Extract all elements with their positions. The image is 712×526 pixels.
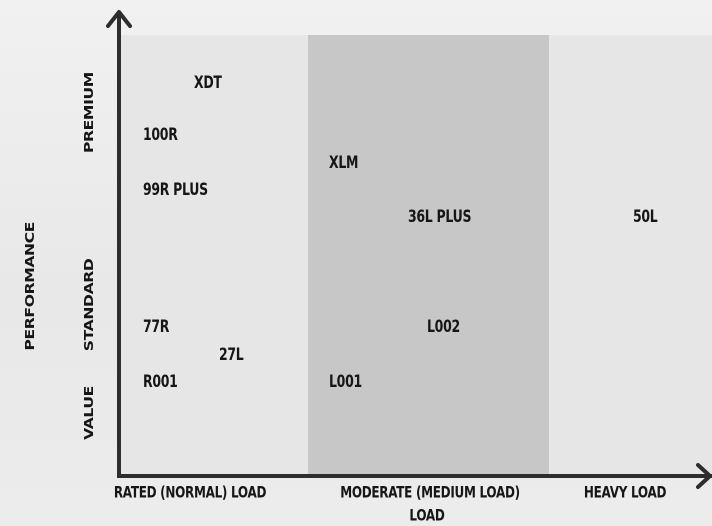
y-axis-line bbox=[117, 14, 121, 478]
y-level-value: VALUE bbox=[82, 386, 96, 440]
product-label-xdt: XDT bbox=[194, 72, 222, 93]
x-axis-title: LOAD bbox=[409, 506, 445, 525]
x-level-moderate: MODERATE (MEDIUM LOAD) bbox=[340, 483, 520, 502]
product-label-27l: 27L bbox=[219, 344, 244, 365]
rated-load-panel bbox=[121, 35, 308, 474]
y-axis-arrow-icon bbox=[106, 10, 132, 28]
product-label-100r: 100R bbox=[143, 124, 178, 145]
product-label-77r: 77R bbox=[143, 316, 170, 337]
product-label-99r-plus: 99R PLUS bbox=[143, 179, 208, 200]
product-label-l002: L002 bbox=[427, 316, 460, 337]
y-axis-title: PERFORMANCE bbox=[23, 221, 37, 351]
moderate-load-panel bbox=[308, 35, 549, 474]
x-axis-line bbox=[117, 474, 712, 478]
y-level-premium: PREMIUM bbox=[82, 72, 96, 153]
product-label-l001: L001 bbox=[329, 371, 362, 392]
heavy-load-panel bbox=[549, 35, 712, 474]
x-level-rated: RATED (NORMAL) LOAD bbox=[113, 483, 267, 502]
x-level-heavy: HEAVY LOAD bbox=[583, 483, 667, 502]
product-label-50l: 50L bbox=[633, 206, 658, 227]
y-level-standard: STANDARD bbox=[82, 258, 96, 352]
product-label-r001: R001 bbox=[143, 371, 178, 392]
product-label-36l-plus: 36L PLUS bbox=[408, 206, 472, 227]
x-axis-arrow-icon bbox=[696, 463, 712, 489]
product-label-xlm: XLM bbox=[329, 152, 359, 173]
